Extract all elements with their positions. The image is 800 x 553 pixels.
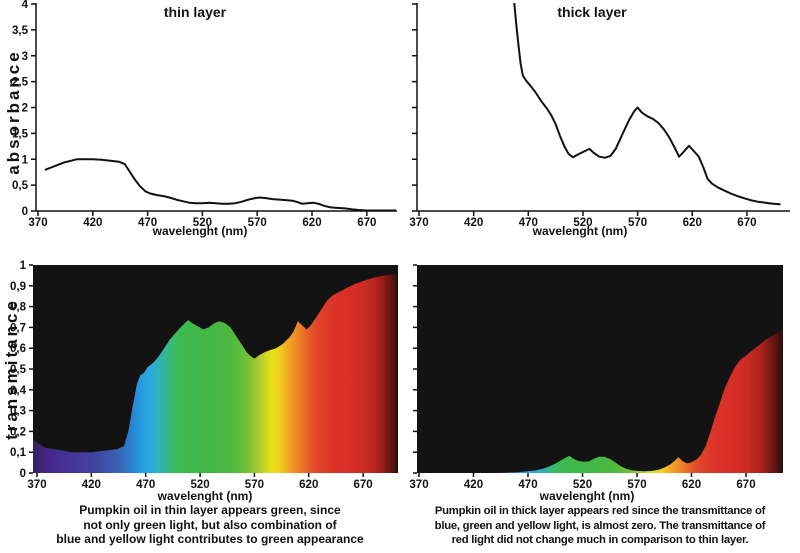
caption-line: not only green light, but also combinati… <box>83 517 337 532</box>
y-tick-label: 0,1 <box>10 447 27 459</box>
x-axis-label-wavelength: wavelenght (nm) <box>532 224 628 238</box>
y-tick-label: 1 <box>20 260 27 272</box>
y-tick-label: 2,5 <box>12 77 29 89</box>
x-tick-label: 520 <box>193 217 212 229</box>
x-tick-label: 470 <box>518 479 537 491</box>
x-tick-label: 570 <box>248 217 267 229</box>
caption-line: Pumpkin oil in thin layer appears green,… <box>79 503 341 517</box>
x-tick-label: 620 <box>682 479 701 491</box>
chart-transmittance-thick: 370 420 470 520 570 620 670 wavelenght (nm) <box>400 255 800 503</box>
x-tick-label: 420 <box>82 479 101 491</box>
y-tick-label: 4 <box>22 0 29 11</box>
transmittance-thick-plot: 370 420 470 520 570 620 670 <box>409 264 783 491</box>
y-tick-label: 0,6 <box>10 343 26 355</box>
x-tick-label: 520 <box>190 479 209 491</box>
y-tick-label: 0,7 <box>10 322 26 334</box>
x-tick-label: 620 <box>683 217 702 229</box>
y-tick-label: 0,2 <box>10 426 26 438</box>
y-tick-label: 3 <box>22 51 28 63</box>
y-tick-label: 1,5 <box>12 128 29 140</box>
chart-title-thick-layer: thick layer <box>557 4 627 20</box>
x-tick-label: 470 <box>136 479 155 491</box>
caption-line: blue, green and yellow light, is almost … <box>434 519 766 532</box>
y-tick-label: 0,4 <box>10 385 27 397</box>
x-tick-label: 420 <box>83 217 102 229</box>
absorbance-thin-plot: 0 0,5 1 1,5 2 2,5 3 3,5 4 370 420 470 520 570 620 670 <box>12 0 397 229</box>
x-tick-label: 570 <box>628 217 647 229</box>
x-tick-label: 670 <box>357 217 376 229</box>
x-tick-label: 370 <box>28 217 47 229</box>
absorbance-thick-plot: 370 420 470 520 570 620 670 <box>409 3 790 229</box>
x-tick-label: 520 <box>573 217 592 229</box>
chart-transmittance-thin: 0 0,1 0,2 0,3 0,4 0,5 0,6 0,7 0,8 0,9 1 370 420 470 52… <box>0 255 400 503</box>
chart-title-thin-layer: thin layer <box>163 4 227 20</box>
y-tick-label: 2 <box>22 103 28 115</box>
x-tick-label: 670 <box>737 217 756 229</box>
x-tick-label: 470 <box>519 217 538 229</box>
caption-thin-layer: Pumpkin oil in thin layer appears green,… <box>8 503 412 547</box>
y-tick-label: 0,3 <box>10 406 26 418</box>
y-tick-label: 0,8 <box>10 302 27 314</box>
x-tick-label: 470 <box>138 217 157 229</box>
x-tick-label: 570 <box>245 479 264 491</box>
caption-line: Pumpkin oil in thick layer appears red s… <box>434 505 766 517</box>
x-tick-label: 520 <box>573 479 592 491</box>
y-tick-label: 1 <box>22 154 29 166</box>
absorbance-curve <box>513 3 781 206</box>
x-tick-label: 620 <box>302 217 321 229</box>
transmittance-spectrum-area <box>33 274 397 473</box>
y-axis-label-transmittance: transmitance <box>2 298 21 440</box>
y-axis-label-absorbance: absorbance <box>4 49 23 175</box>
x-tick-label: 370 <box>409 479 428 491</box>
y-tick-label: 0,5 <box>12 180 29 192</box>
chart-absorbance-thin: 0 0,5 1 1,5 2 2,5 3 3,5 4 370 420 470 520 570 620 670 t… <box>0 0 400 250</box>
x-tick-label: 370 <box>27 479 46 491</box>
caption-thick-layer: Pumpkin oil in thick layer appears red s… <box>402 504 798 548</box>
x-tick-label: 420 <box>464 479 483 491</box>
y-tick-label: 3,5 <box>12 25 29 37</box>
x-tick-label: 620 <box>299 479 318 491</box>
x-tick-label: 670 <box>354 479 373 491</box>
x-axis-label-wavelength: wavelenght (nm) <box>539 489 635 503</box>
x-tick-label: 420 <box>464 217 483 229</box>
transmittance-thin-plot: 0 0,1 0,2 0,3 0,4 0,5 0,6 0,7 0,8 0,9 1 370 420 470 52… <box>10 260 398 491</box>
caption-line: red light did not change much in compari… <box>451 534 749 547</box>
absorbance-curve <box>44 158 397 211</box>
y-tick-label: 0,5 <box>10 364 27 376</box>
caption-line: blue and yellow light contributes to gre… <box>56 532 364 547</box>
y-tick-label: 0 <box>20 468 26 480</box>
y-tick-label: 0 <box>22 206 28 218</box>
x-axis-label-wavelength: wavelenght (nm) <box>152 224 248 238</box>
chart-absorbance-thick: 370 420 470 520 570 620 670 thick layer wavele… <box>400 0 800 250</box>
x-tick-label: 570 <box>627 479 646 491</box>
transmittance-spectrum-area <box>417 327 783 473</box>
x-tick-label: 370 <box>409 217 428 229</box>
x-axis-label-wavelength: wavelenght (nm) <box>157 489 253 503</box>
x-tick-label: 670 <box>736 479 755 491</box>
y-tick-label: 0,9 <box>10 281 26 293</box>
